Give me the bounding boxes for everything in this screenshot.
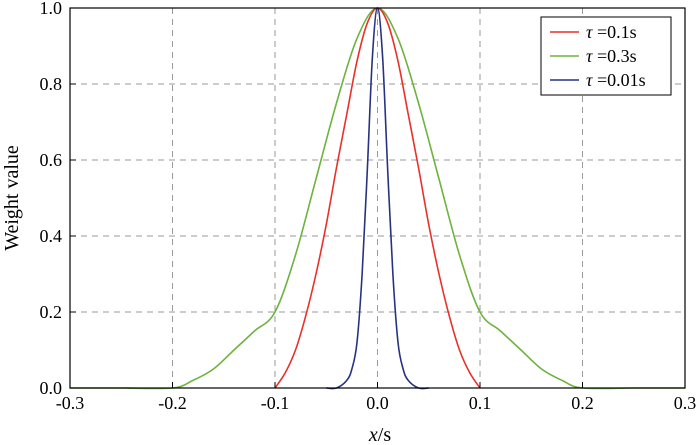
x-tick-label: -0.1 [261,393,290,413]
x-tick-label: -0.2 [158,393,187,413]
legend-label: τ =0.01s [586,70,646,90]
y-tick-label: 0.6 [40,150,63,170]
y-axis-title: Weight value [1,145,23,251]
x-tick-label: 0.2 [571,393,594,413]
x-axis-title-unit: /s [378,424,392,445]
x-tick-label: 0.1 [469,393,492,413]
y-tick-label: 0.4 [40,226,63,246]
legend-label: τ =0.1s [586,22,637,42]
x-tick-label: 0.3 [674,393,697,413]
y-tick-label: 0.2 [40,302,63,322]
x-axis-title: x/s [368,424,391,445]
legend-label: τ =0.3s [586,46,637,66]
legend: τ =0.1s τ =0.3s τ =0.01s [540,16,672,96]
x-tick-label: 0.0 [366,393,389,413]
y-tick-label: 1.0 [40,0,63,18]
axis-ticks: -0.3 -0.2 -0.1 0.0 0.1 0.2 0.3 0.0 0.2 0.4 0.6 0.8 1… [40,0,697,413]
y-tick-label: 0.0 [40,378,63,398]
grid-lines [70,8,685,388]
x-tick-label: -0.3 [56,393,85,413]
y-tick-label: 0.8 [40,74,63,94]
x-axis-title-variable: x [368,424,378,445]
